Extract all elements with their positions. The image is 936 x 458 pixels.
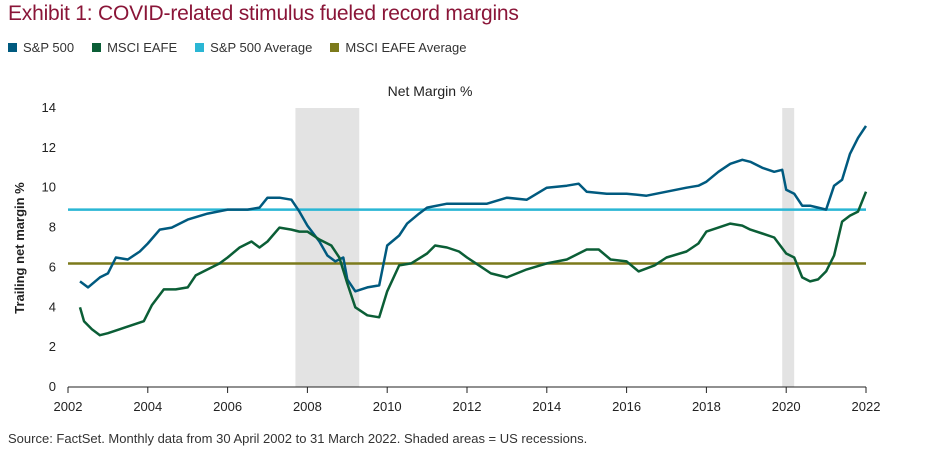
average-lines (68, 208, 866, 265)
legend-swatch-msci-eafe-average (330, 43, 340, 52)
y-tick-label-2: 2 (49, 339, 56, 354)
x-tick-label-2020: 2020 (772, 399, 801, 414)
recession-band-0 (295, 108, 360, 387)
legend-label-msci-eafe: MSCI EAFE (107, 40, 178, 55)
legend-item-msci-eafe: MSCI EAFE (92, 40, 177, 55)
x-tick-label-2018: 2018 (692, 399, 721, 414)
x-tick-label-2010: 2010 (373, 399, 402, 414)
y-tick-label-8: 8 (49, 220, 56, 235)
legend-label-msci-eafe-average: MSCI EAFE Average (345, 40, 467, 55)
y-axis-label: Trailing net margin % (12, 182, 27, 314)
recession-bands (295, 108, 795, 387)
x-tick-label-2006: 2006 (213, 399, 242, 414)
legend-swatch-msci-eafe (92, 43, 102, 52)
x-tick-label-2012: 2012 (453, 399, 482, 414)
recession-band-1 (782, 108, 795, 387)
y-tick-label-10: 10 (42, 180, 56, 195)
page-title: Exhibit 1: COVID-related stimulus fueled… (8, 2, 519, 25)
legend-label-sp500-average: S&P 500 Average (210, 40, 313, 55)
legend-item-msci-eafe-average: MSCI EAFE Average (330, 40, 467, 55)
legend-label-sp500: S&P 500 (23, 40, 75, 55)
y-tick-label-6: 6 (49, 259, 56, 274)
x-tick-label-2022: 2022 (852, 399, 881, 414)
y-tick-label-14: 14 (42, 100, 56, 115)
chart-title: Net Margin % (388, 83, 473, 99)
legend-item-sp500: S&P 500 (8, 40, 74, 55)
source-note: Source: FactSet. Monthly data from 30 Ap… (8, 431, 588, 446)
x-tick-label-2002: 2002 (54, 399, 83, 414)
axes: 0 2 4 6 8 10 12 14 2002 2004 2006 2008 2010 2012 2014 2… (42, 100, 881, 414)
legend-swatch-sp500-average (195, 43, 205, 52)
series-line-0 (79, 125, 868, 293)
x-tick-label-2014: 2014 (532, 399, 561, 414)
y-tick-label-0: 0 (49, 379, 56, 394)
chart-legend: S&P 500 MSCI EAFE S&P 500 Average MSCI E… (8, 40, 467, 55)
legend-swatch-sp500 (8, 43, 17, 52)
x-tick-label-2008: 2008 (293, 399, 322, 414)
legend-item-sp500-average: S&P 500 Average (195, 40, 312, 55)
series-lines (78, 125, 868, 337)
y-tick-label-4: 4 (49, 299, 56, 314)
series-line-1 (78, 191, 868, 337)
y-tick-label-12: 12 (42, 140, 56, 155)
x-tick-label-2016: 2016 (612, 399, 641, 414)
x-tick-label-2004: 2004 (133, 399, 162, 414)
